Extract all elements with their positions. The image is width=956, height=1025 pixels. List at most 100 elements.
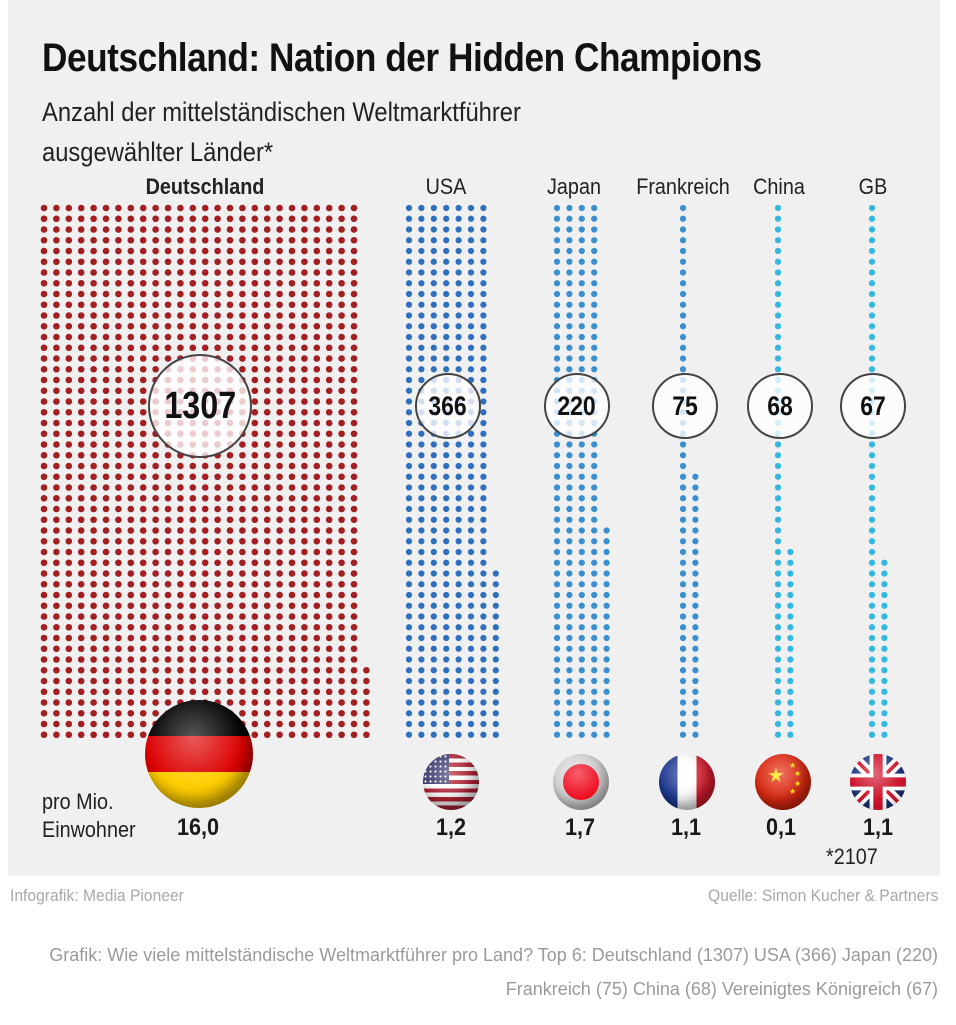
unit-dot	[578, 237, 585, 244]
japan-flag-icon	[553, 754, 609, 810]
unit-dot	[301, 344, 308, 352]
unit-dot	[443, 355, 450, 362]
unit-dot	[263, 419, 271, 427]
unit-dot	[578, 301, 585, 308]
unit-dot	[868, 527, 876, 534]
unit-dot	[152, 591, 159, 599]
unit-dot	[553, 581, 561, 588]
unit-dot	[251, 613, 259, 620]
unit-dot	[226, 699, 234, 706]
unit-dot	[553, 516, 561, 523]
unit-dot	[405, 495, 413, 502]
unit-dot	[405, 398, 413, 405]
unit-dot	[127, 333, 135, 341]
unit-dot	[418, 258, 425, 265]
unit-dot	[467, 624, 475, 631]
unit-dot	[338, 634, 345, 642]
unit-dot	[325, 322, 333, 330]
unit-dot	[578, 548, 585, 556]
unit-dot	[239, 516, 246, 524]
unit-dot	[418, 323, 425, 330]
unit-dot	[774, 634, 782, 642]
unit-dot	[53, 645, 60, 653]
unit-dot	[591, 452, 598, 459]
unit-dot	[189, 677, 197, 685]
unit-dot	[787, 731, 794, 738]
unit-dot	[480, 710, 487, 717]
unit-dot	[405, 548, 413, 556]
unit-dot	[443, 656, 450, 663]
unit-dot	[288, 709, 296, 717]
unit-dot	[288, 290, 296, 298]
unit-dot	[692, 559, 699, 566]
unit-dot	[115, 376, 122, 384]
unit-dot	[325, 451, 333, 459]
unit-dot	[276, 204, 283, 212]
unit-dot	[301, 312, 308, 319]
unit-dot	[177, 226, 184, 233]
unit-dot	[189, 548, 197, 556]
unit-dot	[443, 441, 450, 448]
unit-dot	[455, 473, 462, 480]
unit-dot	[603, 656, 610, 663]
unit-dot	[189, 484, 197, 491]
unit-dot	[177, 290, 184, 298]
unit-dot	[276, 709, 283, 717]
unit-dot	[566, 280, 573, 287]
unit-dot	[77, 312, 85, 319]
unit-dot	[430, 602, 437, 609]
unit-dot	[313, 236, 321, 244]
unit-dot	[578, 570, 585, 577]
unit-dot	[480, 688, 487, 695]
unit-dot	[276, 215, 283, 223]
unit-dot	[443, 452, 450, 459]
unit-dot	[480, 495, 487, 502]
unit-dot	[90, 559, 97, 567]
unit-dot	[325, 720, 333, 728]
unit-dot	[467, 215, 475, 222]
unit-dot	[553, 366, 561, 373]
unit-dot	[201, 344, 209, 352]
unit-dot	[553, 591, 561, 599]
unit-dot	[679, 505, 687, 513]
unit-dot	[288, 602, 296, 610]
unit-dot	[350, 365, 358, 373]
unit-dot	[868, 548, 876, 556]
unit-dot	[102, 709, 110, 717]
unit-dot	[102, 258, 110, 266]
unit-dot	[189, 312, 197, 319]
unit-dot	[338, 484, 345, 491]
unit-dot	[774, 473, 782, 480]
unit-dot	[480, 624, 487, 631]
unit-dot	[53, 333, 60, 341]
unit-dot	[325, 634, 333, 642]
unit-dot	[177, 623, 184, 631]
unit-dot	[313, 494, 321, 502]
unit-dot	[214, 269, 221, 276]
unit-dot	[480, 290, 487, 298]
unit-dot	[201, 484, 209, 491]
unit-dot	[127, 462, 135, 470]
unit-dot	[263, 505, 271, 513]
unit-dot	[251, 344, 259, 352]
unit-dot	[288, 419, 296, 427]
unit-dot	[65, 591, 73, 599]
unit-dot	[177, 548, 184, 556]
unit-dot	[774, 495, 782, 502]
unit-dot	[77, 376, 85, 384]
category-label-usa: USA	[425, 174, 467, 199]
unit-dot	[251, 204, 259, 212]
unit-dot	[492, 613, 499, 620]
unit-dot	[591, 269, 598, 276]
unit-dot	[692, 613, 699, 620]
unit-dot	[189, 602, 197, 610]
unit-dot	[53, 688, 60, 696]
unit-dot	[40, 441, 48, 448]
unit-dot	[430, 312, 437, 319]
unit-dot	[467, 581, 475, 588]
unit-dot	[480, 204, 487, 212]
unit-dot	[90, 623, 97, 631]
unit-dot	[301, 720, 308, 728]
unit-dot	[405, 570, 413, 577]
unit-dot	[226, 473, 234, 481]
